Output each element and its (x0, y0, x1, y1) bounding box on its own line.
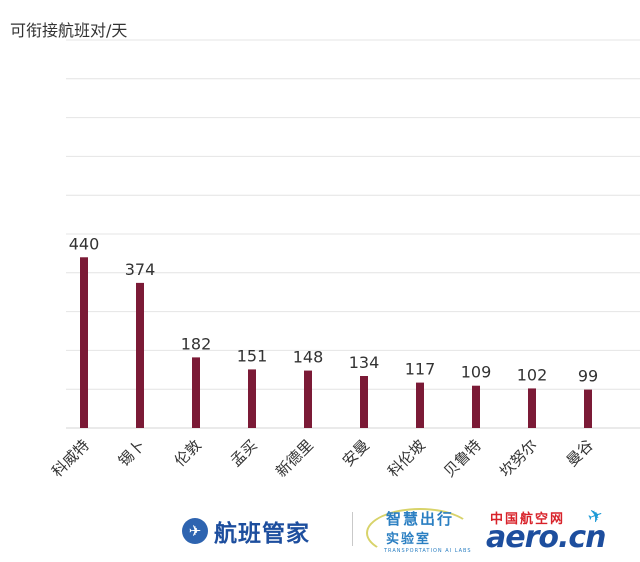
hangbanguanjia-logo: ✈ 航班管家 (182, 514, 310, 548)
aero-cn-text: aero.cn (486, 520, 607, 555)
smart-travel-lab-en: TRANSPORTATION AI LABS (384, 548, 472, 554)
y-axis-label: 可衔接航班对/天 (10, 21, 127, 40)
category-label: 坎努尔 (496, 436, 541, 481)
data-label: 148 (293, 348, 324, 367)
data-labels: 440 374 182 151 148 134 117 109 102 99 (69, 234, 598, 385)
logo-divider (352, 512, 353, 546)
footer-logos: ✈ 航班管家 智慧出行 实验室 TRANSPORTATION AI LABS 中… (0, 498, 640, 562)
aero-cn-logo: 中国航空网 aero.cn ✈ (486, 504, 636, 556)
bar (584, 389, 592, 428)
gridlines (66, 39, 640, 429)
category-label: 安曼 (339, 436, 373, 470)
bars (80, 257, 592, 428)
category-label: 锡卜 (115, 436, 149, 470)
smart-travel-lab-logo: 智慧出行 实验室 TRANSPORTATION AI LABS (366, 502, 476, 558)
category-labels: 科威特 锡卜 伦敦 孟买 新德里 安曼 科伦坡 贝鲁特 坎努尔 曼谷 (48, 436, 597, 481)
swoosh-decoration (366, 508, 474, 558)
smart-travel-lab-line2: 实验室 (386, 532, 432, 547)
data-label: 182 (181, 334, 212, 353)
smart-travel-lab-line1: 智慧出行 (386, 510, 455, 528)
category-label: 贝鲁特 (440, 436, 485, 481)
category-label: 新德里 (272, 436, 317, 481)
hangbanguanjia-text: 航班管家 (214, 521, 310, 547)
category-label: 孟买 (227, 436, 261, 470)
category-label: 科伦坡 (384, 436, 429, 481)
bar (416, 382, 424, 428)
bar (80, 257, 88, 428)
category-label: 曼谷 (563, 436, 597, 470)
bar (136, 282, 144, 428)
data-label: 99 (578, 367, 598, 386)
data-label: 374 (125, 260, 156, 279)
data-label: 440 (69, 234, 100, 253)
bar (472, 385, 480, 428)
category-label: 伦敦 (171, 436, 205, 470)
bar (304, 370, 312, 428)
bar (360, 376, 368, 428)
aero-cn-chinese: 中国航空网 (490, 512, 566, 527)
bar-chart: 可衔接航班对/天 440 374 182 151 148 134 117 109 102 99 科… (10, 21, 640, 481)
bar (528, 388, 536, 428)
data-label: 109 (461, 363, 492, 382)
data-label: 151 (237, 346, 268, 365)
bar (248, 369, 256, 428)
bar (192, 357, 200, 428)
category-label: 科威特 (48, 436, 93, 481)
data-label: 117 (405, 360, 436, 379)
data-label: 134 (349, 353, 380, 372)
plane-badge-icon: ✈ (182, 518, 208, 544)
data-label: 102 (517, 365, 548, 384)
